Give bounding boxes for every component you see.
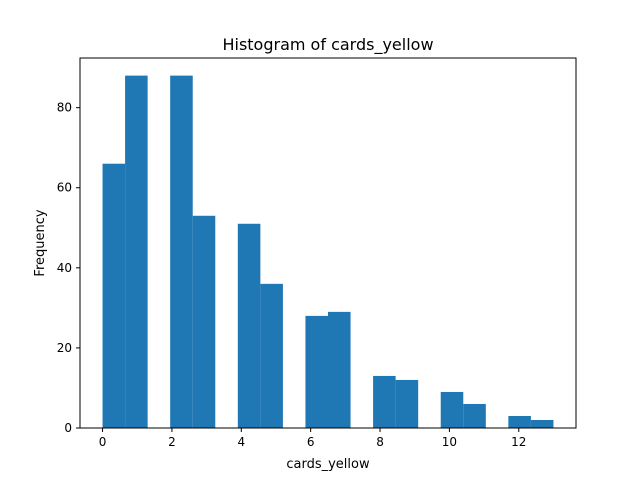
histogram-bar <box>237 223 261 428</box>
histogram-bar <box>508 415 531 428</box>
y-tick-label: 60 <box>57 181 72 195</box>
y-axis-ticks: 0 20 40 60 80 <box>57 101 80 435</box>
histogram-bar <box>260 283 283 428</box>
histogram-bar <box>440 391 464 428</box>
histogram-bar <box>305 315 328 428</box>
histogram-bar <box>170 75 193 428</box>
chart-title: Histogram of cards_yellow <box>222 35 433 55</box>
plot-frame <box>79 57 577 429</box>
y-tick-label: 20 <box>57 341 72 355</box>
histogram-bar <box>463 403 486 428</box>
y-tick-label: 0 <box>64 421 72 435</box>
y-tick-label: 80 <box>57 101 72 115</box>
histogram-bar <box>530 419 554 428</box>
histogram-bar <box>192 215 216 428</box>
histogram-bar <box>328 311 351 428</box>
x-tick-label: 6 <box>307 435 315 449</box>
x-axis-ticks: 0 2 4 6 8 10 12 <box>99 428 526 449</box>
x-axis-label: cards_yellow <box>286 457 370 472</box>
histogram-bar <box>373 375 396 428</box>
x-tick-label: 0 <box>99 435 107 449</box>
y-axis-label: Frequency <box>33 209 48 276</box>
x-tick-label: 4 <box>237 435 245 449</box>
bars-group <box>102 75 554 428</box>
x-tick-label: 8 <box>376 435 384 449</box>
x-tick-label: 10 <box>442 435 457 449</box>
x-tick-label: 12 <box>511 435 526 449</box>
y-tick-label: 40 <box>57 261 72 275</box>
histogram-bar <box>102 163 126 428</box>
histogram-bar <box>125 75 148 428</box>
x-tick-label: 2 <box>168 435 176 449</box>
histogram-bar <box>395 379 419 428</box>
